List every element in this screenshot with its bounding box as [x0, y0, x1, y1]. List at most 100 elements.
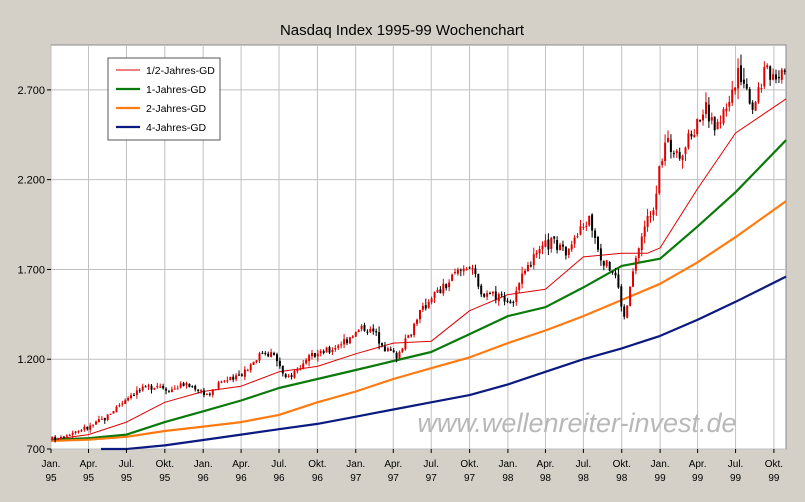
legend-label: 2-Jahres-GD [146, 103, 207, 115]
candle-body [354, 331, 357, 337]
candle-body [731, 89, 734, 103]
y-tick-label: 1.200 [17, 354, 45, 366]
candle-body [524, 270, 526, 274]
candle-body [65, 435, 68, 437]
candle-body [170, 389, 173, 393]
candle-body [168, 391, 170, 393]
moving-average-lines [50, 98, 787, 451]
y-tick-label: 700 [27, 444, 45, 456]
candle-body [413, 323, 416, 336]
candle-body [176, 388, 179, 390]
candle-body [74, 431, 77, 433]
candle-body [436, 289, 439, 293]
candle-body [766, 65, 769, 68]
candle-body [623, 306, 626, 317]
candle-body [462, 268, 465, 272]
candle-body [130, 395, 132, 399]
candle-body [734, 87, 737, 91]
candle-body [707, 104, 710, 122]
candle-body [763, 67, 766, 87]
candle-body [430, 298, 433, 303]
candle-body [398, 351, 401, 359]
candle-body [465, 268, 468, 270]
legend-label: 1/2-Jahres-GD [146, 65, 215, 77]
x-tick-label-year: 99 [655, 473, 667, 484]
x-tick-label-year: 96 [312, 473, 324, 484]
candle-body [687, 133, 690, 148]
candle-body [395, 352, 398, 359]
candle-body [381, 343, 383, 346]
x-tick-label-month: Okt. [460, 459, 478, 470]
candle-body [474, 268, 477, 274]
x-tick-label-month: Jul. [576, 459, 592, 470]
x-tick-label-year: 96 [273, 473, 285, 484]
candle-body [722, 109, 725, 124]
candle-body [115, 406, 118, 413]
candle-body [54, 436, 57, 441]
candle-body [100, 418, 103, 420]
candle-body [678, 151, 681, 159]
x-tick-label-year: 95 [45, 473, 57, 484]
candle-body [459, 269, 462, 271]
candle-body [197, 389, 200, 391]
candle-body [141, 386, 144, 391]
candle-body [97, 419, 100, 423]
candle-body [273, 353, 275, 355]
candle-body [156, 386, 159, 388]
candle-body [305, 360, 308, 364]
candle-body [369, 329, 372, 333]
candle-body [632, 271, 634, 287]
x-tick-label-month: Jan. [42, 459, 61, 470]
candle-body [579, 226, 582, 235]
candle-body [194, 386, 197, 390]
candle-body [614, 272, 617, 276]
candle-body [588, 215, 591, 226]
x-tick-label-month: Okt. [156, 459, 174, 470]
candle-body [518, 283, 521, 290]
candle-body [135, 390, 138, 395]
candle-body [477, 273, 480, 287]
candle-body [211, 389, 214, 395]
candle-body [684, 147, 687, 155]
candle-body [696, 119, 699, 135]
x-tick-label-month: Apr. [384, 459, 402, 470]
candle-body [640, 236, 643, 251]
legend: 1/2-Jahres-GD 1-Jahres-GD 2-Jahres-GD 4-Jah… [107, 57, 221, 141]
candle-body [646, 215, 649, 228]
candle-body [144, 386, 147, 388]
candle-body [308, 355, 311, 362]
candle-body [328, 347, 331, 353]
candle-body [491, 291, 494, 294]
candle-body [553, 236, 556, 239]
candle-body [559, 244, 561, 251]
candle-body [509, 301, 512, 304]
x-tick-label-month: Okt. [613, 459, 631, 470]
candle-body [737, 68, 740, 89]
candle-body [629, 286, 632, 306]
candle-body [483, 293, 486, 297]
candle-body [503, 295, 506, 302]
candle-body [742, 79, 745, 84]
candle-body [77, 430, 80, 432]
candle-body [416, 319, 418, 324]
ma-line-series [50, 98, 787, 441]
candle-body [605, 260, 608, 266]
candle-body [667, 137, 669, 142]
candle-body [343, 339, 346, 345]
x-tick-label-year: 97 [388, 473, 400, 484]
candle-body [360, 325, 363, 330]
candle-body [693, 135, 696, 138]
candle-body [550, 237, 553, 249]
x-tick-label-month: Jul. [728, 459, 744, 470]
candle-body [203, 390, 205, 395]
candle-body [541, 245, 544, 249]
candle-body [127, 398, 130, 401]
candle-body [775, 74, 777, 80]
candle-body [229, 376, 232, 381]
candle-body [451, 274, 454, 281]
candle-body [214, 389, 217, 391]
x-tick-label-month: Jul. [423, 459, 439, 470]
candle-body [570, 244, 573, 250]
candle-body [740, 65, 742, 83]
